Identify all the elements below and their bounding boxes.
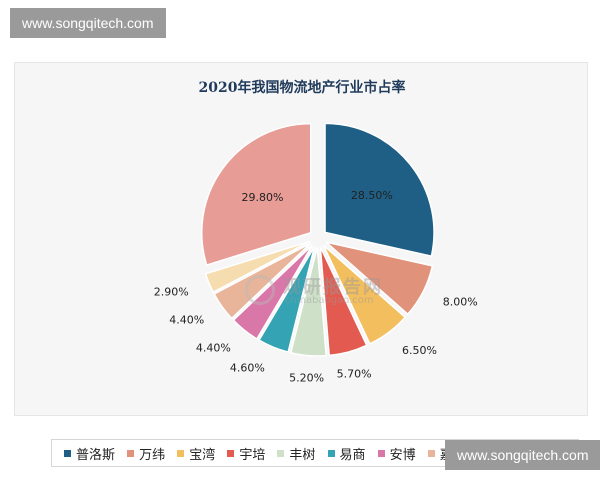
legend-item: 宝湾 bbox=[177, 444, 215, 463]
data-label: 6.50% bbox=[402, 344, 437, 357]
pie-slice bbox=[258, 245, 316, 353]
legend-swatch bbox=[177, 449, 185, 457]
pie-slice bbox=[319, 246, 368, 357]
legend-label: 万纬 bbox=[139, 447, 166, 463]
site-url-badge-bottom: www.songqitech.com bbox=[445, 440, 600, 470]
pie-slice bbox=[289, 246, 327, 357]
data-label: 4.40% bbox=[196, 342, 231, 355]
legend-swatch bbox=[277, 449, 285, 457]
legend-swatch bbox=[327, 449, 335, 457]
legend-swatch bbox=[427, 449, 435, 457]
data-label: 28.50% bbox=[351, 189, 393, 202]
data-label: 8.00% bbox=[443, 296, 478, 309]
legend-item: 万纬 bbox=[127, 444, 165, 463]
data-label: 5.70% bbox=[337, 367, 372, 380]
legend-label: 安博 bbox=[389, 447, 416, 463]
legend-item: 易商 bbox=[327, 444, 366, 463]
data-label: 4.60% bbox=[230, 362, 265, 375]
legend-item: 宇培 bbox=[227, 444, 265, 463]
data-label: 29.80% bbox=[241, 191, 283, 204]
legend-swatch bbox=[64, 449, 72, 457]
legend-item: 丰树 bbox=[277, 444, 315, 463]
legend-label: 普洛斯 bbox=[76, 447, 116, 463]
watermark-text: 观研报告网 bbox=[283, 277, 383, 298]
legend-label: 丰树 bbox=[289, 447, 316, 463]
site-url-badge-top: www.songqitech.com bbox=[10, 8, 166, 38]
watermark-logo-icon bbox=[245, 275, 275, 305]
pie-slice bbox=[204, 240, 311, 294]
pie-slice bbox=[201, 122, 312, 266]
chart-card: 2020年我国物流地产行业市占率 28.50% 8.00% 6.50% 5.70% 5.… bbox=[14, 62, 588, 467]
pie-chart: 28.50% 8.00% 6.50% 5.70% 5.20% 4.60% 4.40% 4.40… bbox=[154, 122, 478, 385]
pie-slice bbox=[325, 241, 434, 316]
chart-title: 2020年我国物流地产行业市占率 bbox=[198, 80, 406, 96]
legend-label: 宝湾 bbox=[189, 447, 216, 463]
pie-slice bbox=[322, 244, 407, 345]
watermark-subtext: chinabaogao.com bbox=[285, 295, 374, 306]
legend-label: 宇培 bbox=[239, 447, 266, 463]
legend-label: 易商 bbox=[339, 447, 366, 463]
data-label: 2.90% bbox=[154, 286, 189, 299]
legend-swatch bbox=[127, 449, 135, 457]
legend-swatch bbox=[377, 449, 385, 457]
legend-item: 普洛斯 bbox=[64, 444, 115, 463]
watermark: 观研报告网 chinabaogao.com bbox=[245, 271, 405, 311]
legend-swatch bbox=[227, 449, 235, 457]
data-label: 5.20% bbox=[289, 372, 324, 385]
legend-item: 安博 bbox=[377, 444, 416, 463]
pie-slice bbox=[324, 122, 435, 258]
data-label: 4.40% bbox=[169, 314, 204, 327]
